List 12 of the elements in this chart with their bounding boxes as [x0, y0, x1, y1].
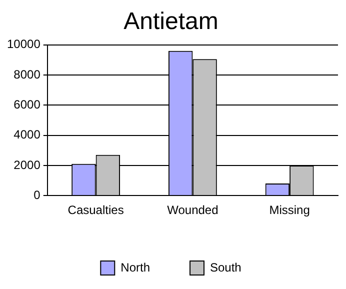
y-tick-label: 6000: [14, 97, 41, 112]
x-tick-label: Missing: [269, 203, 310, 218]
y-tick-label: 2000: [14, 158, 41, 172]
chart-title: Antietam: [124, 8, 218, 36]
x-tick-label: Wounded: [167, 203, 218, 218]
legend-label: North: [120, 260, 150, 274]
y-tick-label: 10000: [6, 37, 41, 52]
legend-label: South: [210, 260, 242, 274]
y-tick-label: 8000: [14, 67, 41, 82]
y-tick-label: 0: [34, 188, 41, 202]
x-tick-label: Casualties: [68, 203, 124, 218]
y-tick-label: 4000: [14, 128, 41, 142]
